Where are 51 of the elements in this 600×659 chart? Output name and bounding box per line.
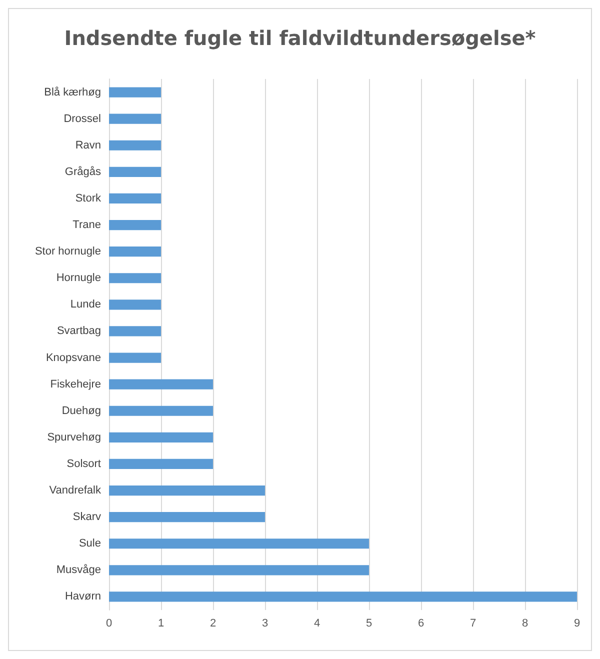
bar xyxy=(109,406,213,416)
x-tick-label: 6 xyxy=(418,618,424,630)
bar xyxy=(109,273,161,284)
bar xyxy=(109,485,265,496)
x-tick-label: 9 xyxy=(574,618,580,630)
bar xyxy=(109,432,213,442)
y-tick-label: Musvåge xyxy=(56,564,101,576)
x-tick-label: 2 xyxy=(210,618,216,630)
bar xyxy=(109,379,213,390)
y-tick-label: Svartbag xyxy=(56,325,101,338)
x-tick-label: 4 xyxy=(314,618,320,630)
y-tick-label: Skarv xyxy=(72,511,102,524)
bar xyxy=(109,220,161,230)
y-tick-label: Solsort xyxy=(66,458,101,470)
x-tick-label: 0 xyxy=(106,618,112,630)
y-tick-label: Havørn xyxy=(64,590,101,603)
y-tick-label: Stor hornugle xyxy=(34,246,101,258)
x-tick-label: 7 xyxy=(470,618,476,630)
y-tick-label: Knopsvane xyxy=(46,352,101,364)
y-tick-label: Hornugle xyxy=(56,272,101,284)
x-tick-label: 3 xyxy=(262,618,268,630)
bar xyxy=(109,326,161,336)
chart-title: Indsendte fugle til faldvildtundersøgelse* xyxy=(64,26,536,50)
bar xyxy=(109,114,161,124)
bar xyxy=(109,140,161,150)
y-tick-label: Duehøg xyxy=(62,404,101,417)
y-tick-label: Blå kærhøg xyxy=(44,86,101,98)
bar xyxy=(109,300,161,310)
bar xyxy=(109,538,369,549)
y-tick-label: Drossel xyxy=(64,112,101,125)
y-tick-label: Vandrefalk xyxy=(49,484,102,497)
bar xyxy=(109,352,161,363)
y-tick-label: Spurvehøg xyxy=(47,431,101,444)
x-tick-label: 5 xyxy=(366,618,372,630)
x-tick-label: 1 xyxy=(158,618,164,630)
bar xyxy=(109,565,369,576)
y-tick-label: Lunde xyxy=(70,298,101,311)
x-tick-label: 8 xyxy=(522,618,528,630)
bar xyxy=(109,246,161,257)
y-tick-label: Ravn xyxy=(75,139,101,152)
bar xyxy=(109,592,577,602)
y-tick-label: Sule xyxy=(78,538,101,550)
y-tick-label: Fiskehejre xyxy=(50,378,101,390)
y-tick-label: Grågås xyxy=(64,166,102,178)
y-tick-label: Trane xyxy=(72,219,101,232)
bar xyxy=(109,166,161,177)
y-tick-label: Stork xyxy=(75,192,102,204)
bar xyxy=(109,87,161,98)
bar xyxy=(109,193,161,204)
bar xyxy=(109,458,213,470)
bar xyxy=(109,512,265,522)
